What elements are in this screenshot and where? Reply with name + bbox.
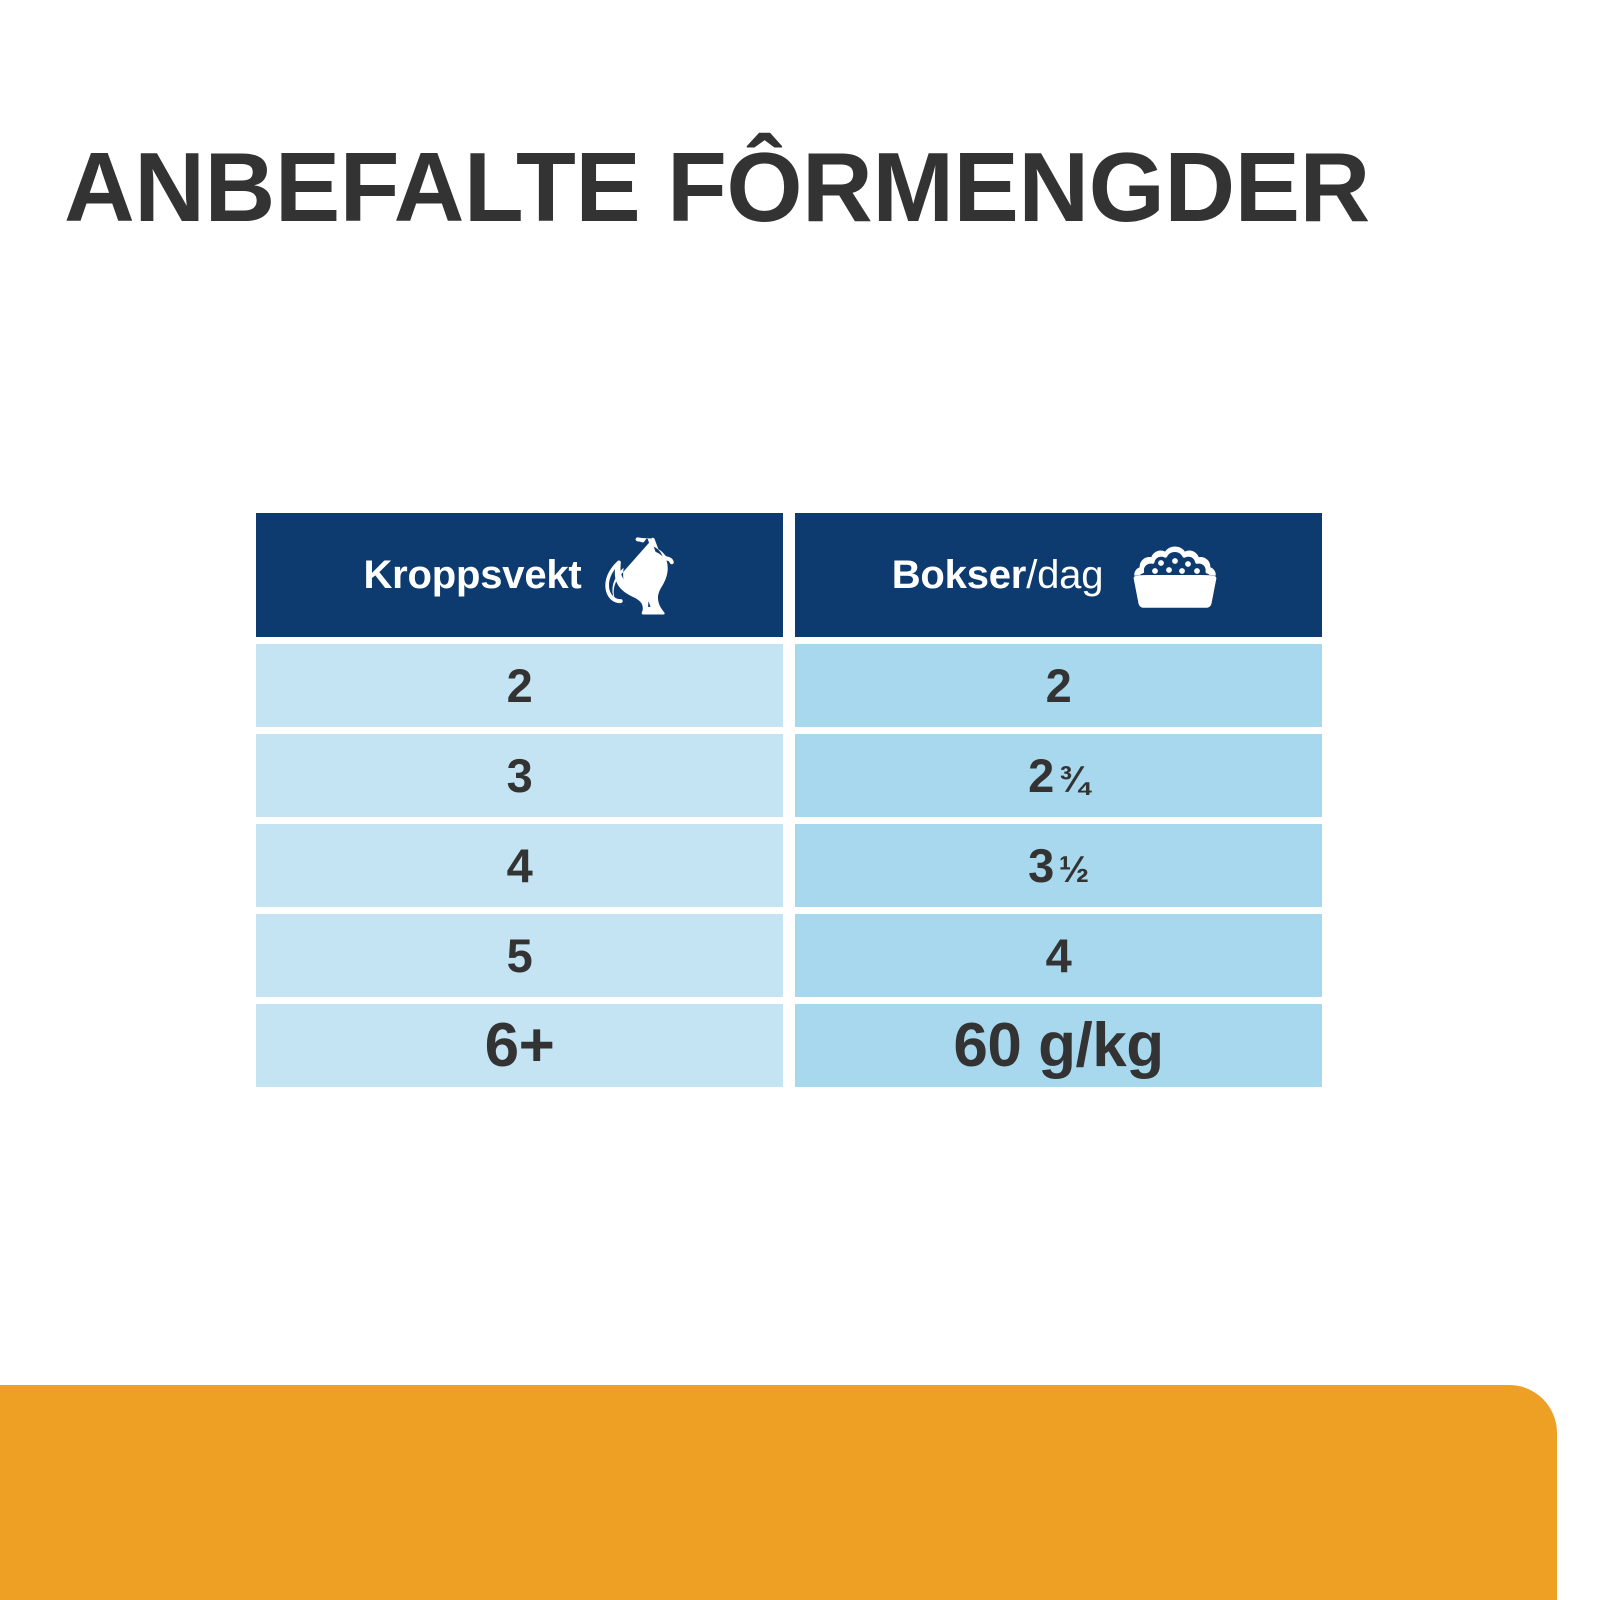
footer-color-band: [0, 1385, 1557, 1600]
table-cell-weight: 5: [256, 914, 783, 997]
weight-value: 2: [506, 659, 533, 712]
amount-whole: 2: [1045, 659, 1072, 712]
table-header-row: Kroppsvekt Bokser/dag: [256, 513, 1352, 637]
amount-value: 60 g/kg: [953, 1010, 1164, 1081]
weight-value: 5: [506, 929, 533, 982]
weight-value: 3: [506, 749, 533, 802]
table-header-label-amount-bold: Bokser: [891, 552, 1027, 597]
table-cell-amount: 60 g/kg: [795, 1004, 1322, 1087]
table-header-label-amount-light: /dag: [1026, 552, 1104, 597]
table-row: 6+ 60 g/kg: [256, 1004, 1352, 1087]
table-cell-weight: 2: [256, 644, 783, 727]
table-cell-weight: 6+: [256, 1004, 783, 1087]
amount-whole: 3: [1028, 839, 1054, 892]
table-cell-amount: 2: [795, 644, 1322, 727]
page-title: ANBEFALTE FÔRMENGDER: [64, 132, 1370, 242]
table-header-cell-weight: Kroppsvekt: [256, 513, 783, 637]
amount-whole: 4: [1045, 929, 1072, 982]
amount-whole: 60 g/kg: [953, 1011, 1164, 1080]
table-cell-amount: 4: [795, 914, 1322, 997]
amount-whole: 2: [1028, 749, 1054, 802]
cat-icon: [604, 532, 676, 618]
amount-value: 4: [1046, 928, 1072, 983]
feeding-amounts-table: Kroppsvekt Bokser/dag: [256, 513, 1352, 1087]
table-header-cell-amount: Bokser/dag: [795, 513, 1322, 637]
table-row: 5 4: [256, 914, 1352, 997]
amount-fraction: ½: [1058, 849, 1090, 890]
table-header-label-weight-bold: Kroppsvekt: [363, 552, 582, 597]
weight-value: 6+: [484, 1011, 555, 1080]
table-header-label-weight: Kroppsvekt: [363, 553, 581, 598]
table-header-label-amount: Bokser/dag: [892, 553, 1104, 598]
amount-value: 2: [1046, 658, 1072, 713]
table-row: 2 2: [256, 644, 1352, 727]
weight-value: 4: [506, 839, 533, 892]
amount-fraction: ¾: [1058, 759, 1090, 800]
table-cell-weight: 4: [256, 824, 783, 907]
food-bowl-icon: [1125, 540, 1225, 610]
table-cell-weight: 3: [256, 734, 783, 817]
